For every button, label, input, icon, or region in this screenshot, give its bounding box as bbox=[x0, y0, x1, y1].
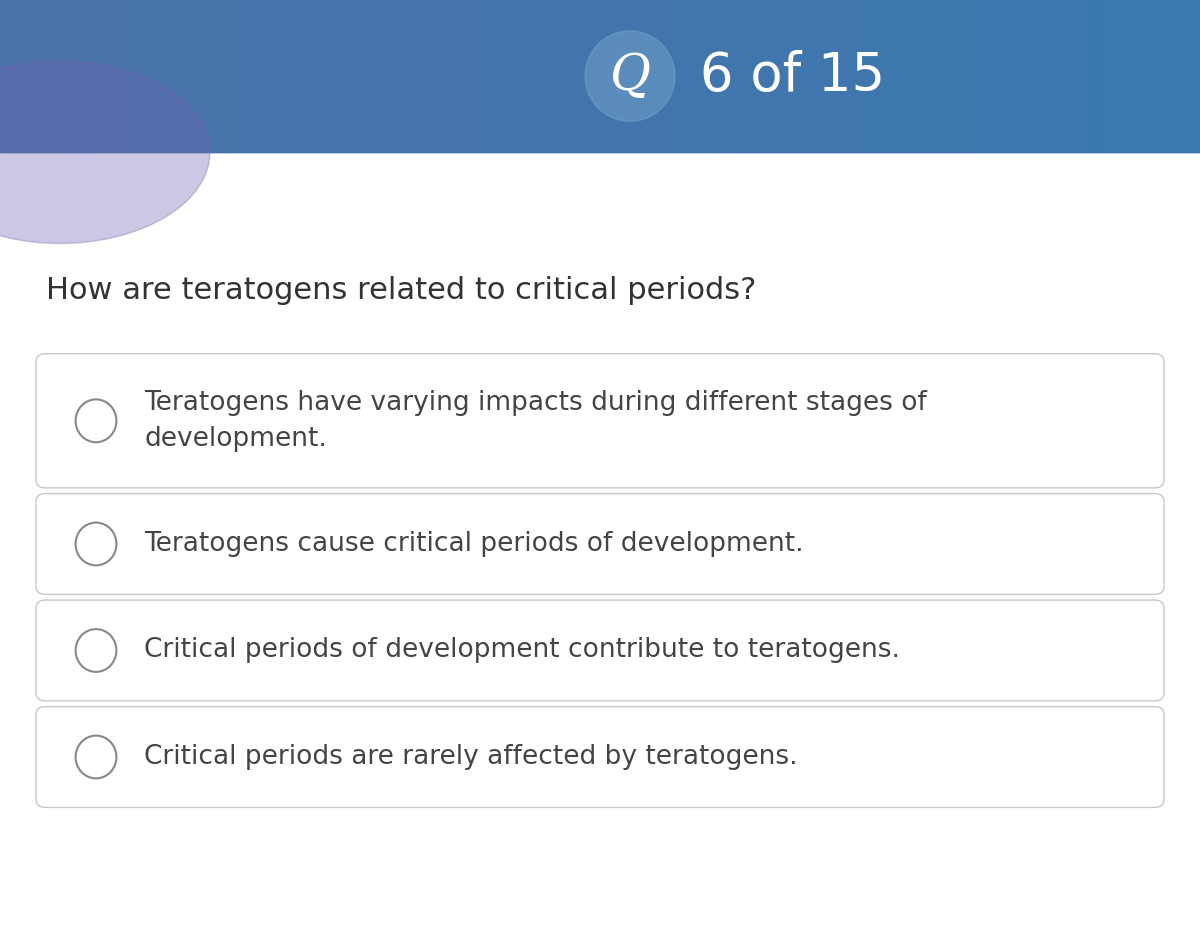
Text: Teratogens have varying impacts during different stages of
development.: Teratogens have varying impacts during d… bbox=[144, 390, 926, 452]
FancyBboxPatch shape bbox=[36, 600, 1164, 701]
Text: Q: Q bbox=[610, 51, 650, 101]
Text: Critical periods of development contribute to teratogens.: Critical periods of development contribu… bbox=[144, 637, 900, 664]
FancyBboxPatch shape bbox=[36, 494, 1164, 594]
Ellipse shape bbox=[76, 399, 116, 442]
Ellipse shape bbox=[76, 523, 116, 565]
FancyBboxPatch shape bbox=[36, 707, 1164, 807]
Ellipse shape bbox=[0, 61, 210, 243]
Text: 6 of 15: 6 of 15 bbox=[700, 50, 884, 102]
Ellipse shape bbox=[76, 630, 116, 671]
FancyBboxPatch shape bbox=[36, 354, 1164, 488]
Text: Teratogens cause critical periods of development.: Teratogens cause critical periods of dev… bbox=[144, 531, 804, 557]
Text: Critical periods are rarely affected by teratogens.: Critical periods are rarely affected by … bbox=[144, 744, 798, 770]
Ellipse shape bbox=[586, 30, 674, 122]
Text: How are teratogens related to critical periods?: How are teratogens related to critical p… bbox=[46, 276, 756, 304]
Ellipse shape bbox=[76, 736, 116, 778]
